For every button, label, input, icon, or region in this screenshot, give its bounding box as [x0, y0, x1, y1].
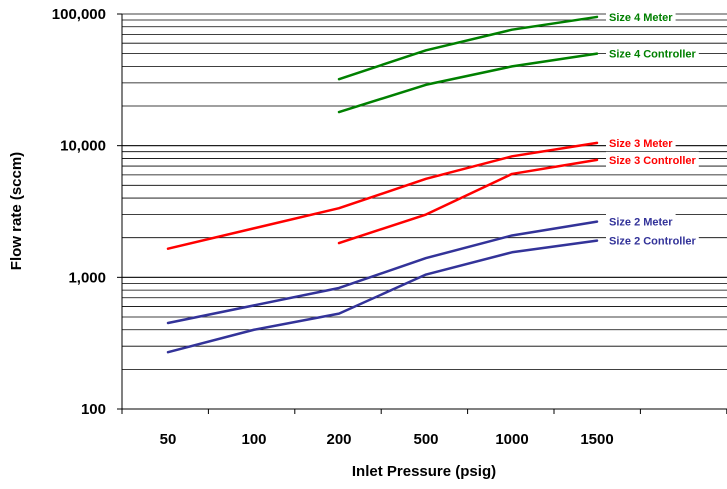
series-label-bg [606, 8, 676, 24]
x-tick-label: 200 [326, 431, 351, 448]
y-tick-label: 100,000 [52, 6, 106, 23]
series-label-bg [606, 213, 676, 229]
series-line-size-4-meter [337, 15, 599, 81]
x-tick-label: 1000 [495, 431, 528, 448]
series-labels: Size 4 Meter Size 4 Controller Size 3 Mete… [606, 8, 699, 248]
gridlines [122, 13, 727, 370]
series-line-size-4-controller [337, 52, 599, 114]
series-label-size-3-meter: Size 3 Meter [609, 138, 673, 150]
series-label-size-2-meter: Size 2 Meter [609, 217, 673, 229]
series-lines [166, 15, 599, 354]
x-tick-label: 500 [413, 431, 438, 448]
y-axis-title: Flow rate (sccm) [8, 152, 25, 270]
x-tick-label: 100 [241, 431, 266, 448]
x-tick-label: 1500 [580, 431, 613, 448]
x-axis-title: Inlet Pressure (psig) [352, 463, 496, 480]
y-tick-labels: 100 1,000 10,000 100,000 [52, 6, 106, 418]
series-label-size-4-meter: Size 4 Meter [609, 12, 673, 24]
series-label-bg [606, 151, 699, 167]
series-label-bg [606, 134, 676, 150]
series-label-bg [606, 45, 699, 61]
x-tick-labels: 50 100 200 500 1000 1500 [160, 431, 614, 448]
y-tick-label: 100 [81, 401, 106, 418]
series-line-size-3-meter [166, 141, 599, 250]
series-line-size-2-meter [166, 220, 599, 325]
series-label-size-4-controller: Size 4 Controller [609, 49, 697, 61]
series-label-size-3-controller: Size 3 Controller [609, 155, 697, 167]
y-tick-label: 1,000 [68, 269, 106, 286]
series-line-size-2-controller [166, 239, 599, 354]
series-line-size-3-controller [337, 158, 599, 245]
series-label-bg [606, 232, 699, 248]
x-tick-label: 50 [160, 431, 177, 448]
series-label-size-2-controller: Size 2 Controller [609, 236, 697, 248]
y-tick-label: 10,000 [60, 138, 106, 155]
